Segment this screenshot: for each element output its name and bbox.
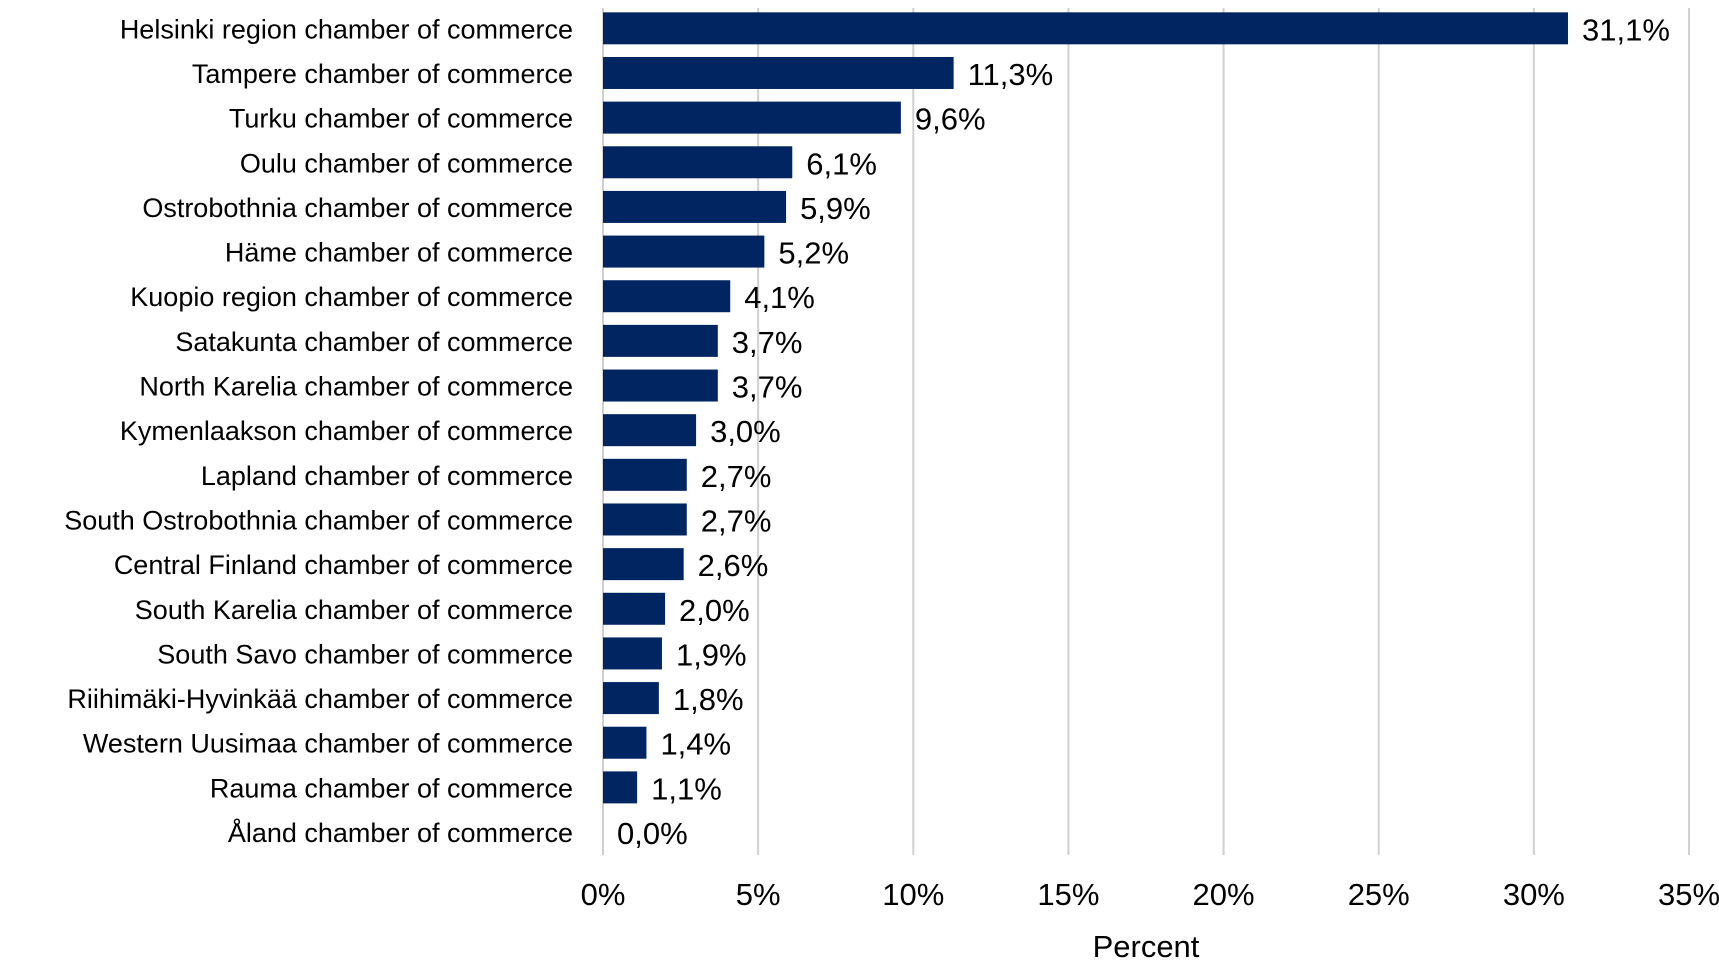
x-tick-label: 10% xyxy=(882,877,944,912)
bar xyxy=(603,324,718,357)
data-label: 5,2% xyxy=(778,236,849,271)
data-label: 2,7% xyxy=(701,459,772,494)
bar xyxy=(603,682,659,715)
x-tick-label: 25% xyxy=(1348,877,1410,912)
data-label: 1,1% xyxy=(651,771,722,806)
category-labels: Helsinki region chamber of commerce Tampe… xyxy=(64,14,573,848)
bar xyxy=(603,726,647,759)
data-label: 3,7% xyxy=(732,325,803,360)
x-tick-label: 20% xyxy=(1193,877,1255,912)
data-label: 31,1% xyxy=(1582,12,1670,47)
category-label: Åland chamber of commerce xyxy=(228,817,573,848)
data-label: 3,7% xyxy=(732,370,803,405)
category-label: Satakunta chamber of commerce xyxy=(175,327,573,357)
data-label: 5,9% xyxy=(800,191,871,226)
data-labels: 31,1% 11,3% 9,6% 6,1% 5,9% 5,2% 4,1% 3,7% 3,7% 3,… xyxy=(617,12,1670,851)
category-label: South Ostrobothnia chamber of commerce xyxy=(64,505,573,535)
bar xyxy=(603,592,666,625)
category-label: Riihimäki-Hyvinkää chamber of commerce xyxy=(67,684,573,714)
data-label: 1,9% xyxy=(676,637,747,672)
data-label: 1,4% xyxy=(660,727,731,762)
category-label: South Karelia chamber of commerce xyxy=(135,595,573,625)
bar xyxy=(603,190,787,223)
category-label: Tampere chamber of commerce xyxy=(192,59,573,89)
bar xyxy=(603,101,901,134)
category-label: Western Uusimaa chamber of commerce xyxy=(83,729,573,759)
data-label: 2,0% xyxy=(679,593,750,628)
x-tick-label: 0% xyxy=(581,877,626,912)
x-tick-label: 30% xyxy=(1503,877,1565,912)
category-label: North Karelia chamber of commerce xyxy=(139,372,573,402)
category-label: Oulu chamber of commerce xyxy=(240,148,573,178)
data-label: 0,0% xyxy=(617,816,688,851)
category-label: Turku chamber of commerce xyxy=(229,104,573,134)
data-label: 4,1% xyxy=(744,280,815,315)
category-label: Rauma chamber of commerce xyxy=(210,773,573,803)
bar xyxy=(603,771,638,804)
bar xyxy=(603,548,684,581)
x-axis-title: Percent xyxy=(1093,929,1200,964)
data-label: 6,1% xyxy=(806,146,877,181)
category-label: Helsinki region chamber of commerce xyxy=(120,14,573,44)
bar xyxy=(603,56,954,89)
category-label: Lapland chamber of commerce xyxy=(201,461,573,491)
bar xyxy=(603,369,718,402)
category-label: South Savo chamber of commerce xyxy=(157,639,573,669)
data-label: 1,8% xyxy=(673,682,744,717)
bar xyxy=(603,146,793,179)
bar xyxy=(603,503,687,536)
category-label: Ostrobothnia chamber of commerce xyxy=(142,193,573,223)
x-tick-label: 5% xyxy=(736,877,781,912)
x-tick-label: 15% xyxy=(1037,877,1099,912)
bar xyxy=(603,235,765,268)
data-label: 2,6% xyxy=(698,548,769,583)
category-label: Central Finland chamber of commerce xyxy=(114,550,573,580)
category-label: Kymenlaakson chamber of commerce xyxy=(120,416,573,446)
data-label: 11,3% xyxy=(968,57,1054,92)
category-label: Kuopio region chamber of commerce xyxy=(130,282,573,312)
x-tick-label: 35% xyxy=(1658,877,1719,912)
bar xyxy=(603,637,662,670)
bar xyxy=(603,280,731,313)
data-label: 9,6% xyxy=(915,102,986,137)
bar xyxy=(603,414,697,447)
bar xyxy=(603,12,1568,45)
data-label: 2,7% xyxy=(701,503,772,538)
bars xyxy=(603,12,1568,804)
category-label: Häme chamber of commerce xyxy=(225,238,573,268)
data-label: 3,0% xyxy=(710,414,781,449)
bar xyxy=(603,458,687,491)
x-axis-tick-labels: 0% 5% 10% 15% 20% 25% 30% 35% xyxy=(581,877,1719,912)
